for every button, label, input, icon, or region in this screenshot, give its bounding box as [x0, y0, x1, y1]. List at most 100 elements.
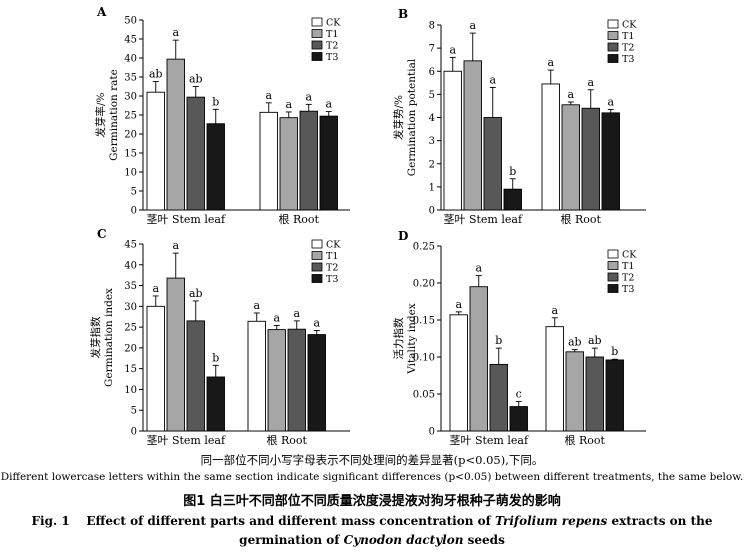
- y-axis-label-chinese: 发芽指数: [89, 316, 102, 358]
- panel-label: C: [97, 227, 107, 241]
- y-axis-label-chinese: 活力指数: [392, 317, 405, 359]
- y-tick-label: 15: [124, 364, 137, 375]
- significance-letter: a: [313, 316, 320, 329]
- bar: [581, 107, 600, 211]
- y-tick-label: 15: [124, 149, 137, 160]
- y-tick-label: 30: [124, 92, 137, 103]
- x-group-label: 根 Root: [279, 212, 320, 226]
- figure-title-part: extracts on the germination of: [239, 514, 713, 547]
- significance-letter: a: [489, 73, 496, 86]
- bar: [299, 110, 318, 211]
- y-tick-label: 50: [124, 16, 137, 27]
- y-tick-label: 10: [124, 168, 137, 179]
- legend-label: CK: [622, 250, 637, 261]
- bar: [469, 286, 488, 432]
- legend-label: T2: [326, 41, 338, 52]
- legend-swatch: [607, 272, 619, 282]
- bar: [259, 111, 278, 211]
- legend-swatch: [607, 284, 619, 293]
- significance-letter: a: [293, 307, 300, 320]
- figure-label: Fig. 1: [31, 514, 70, 528]
- bar: [287, 328, 306, 432]
- legend-label: T1: [622, 31, 634, 42]
- x-group-label: 茎叶 Stem leaf: [449, 434, 528, 447]
- significance-letter: c: [516, 387, 522, 400]
- significance-letter: a: [551, 304, 558, 317]
- bar: [463, 60, 482, 211]
- figure-title-part: Effect of different parts and different …: [86, 514, 491, 528]
- y-axis-label-chinese: 发芽率/%: [94, 92, 107, 137]
- bar: [307, 334, 326, 432]
- species-name-cynodon: Cynodon dactylon: [343, 533, 464, 547]
- bar: [509, 406, 528, 432]
- figure-title-english: Fig. 1 Effect of different parts and dif…: [0, 512, 744, 550]
- significance-letter: a: [265, 89, 272, 102]
- x-group-label: 茎叶 Stem leaf: [146, 213, 225, 226]
- legend-swatch: [607, 249, 619, 259]
- x-group-label: 茎叶 Stem leaf: [443, 213, 522, 226]
- y-tick-label: 45: [124, 35, 137, 46]
- y-tick-label: 40: [124, 260, 137, 271]
- bar: [503, 188, 522, 211]
- legend-label: CK: [622, 20, 637, 31]
- legend-swatch: [607, 31, 619, 40]
- legend-label: T1: [622, 261, 634, 272]
- legend-swatch: [311, 239, 323, 249]
- significance-letter: a: [253, 299, 260, 312]
- significance-letter: b: [495, 334, 502, 347]
- y-tick-label: 3: [429, 136, 435, 147]
- legend-swatch: [607, 19, 619, 29]
- bar: [443, 70, 462, 211]
- y-tick-label: 0: [429, 206, 435, 217]
- bar: [146, 305, 165, 432]
- y-axis-label-english: Germination potential: [406, 58, 418, 176]
- y-tick-label: 45: [124, 240, 137, 251]
- y-tick-label: 25: [124, 111, 137, 122]
- legend-swatch: [311, 262, 323, 272]
- y-tick-label: 5: [429, 90, 435, 101]
- figure-title-part: seeds: [467, 533, 505, 547]
- y-tick-label: 2: [429, 159, 435, 170]
- panel-label: A: [96, 5, 107, 19]
- bar: [186, 320, 205, 432]
- y-tick-label: 0.05: [413, 390, 435, 401]
- bar: [585, 356, 604, 432]
- legend-label: T3: [326, 52, 338, 63]
- legend-label: T3: [622, 54, 634, 65]
- x-group-label: 根 Root: [561, 212, 602, 226]
- bar: [146, 91, 165, 211]
- y-axis-label-english: Germination rate: [108, 69, 120, 161]
- figure-title-chinese: 图1 白三叶不同部位不同质量浓度浸提液对狗牙根种子萌发的影响: [183, 494, 561, 509]
- legend-label: T2: [326, 263, 338, 274]
- significance-letter: b: [212, 95, 219, 108]
- legend-label: T2: [622, 273, 634, 284]
- x-group-label: 根 Root: [267, 433, 308, 447]
- significance-letter: b: [611, 345, 618, 358]
- caption-note-chinese: 同一部位不同小写字母表示不同处理间的差异显著(p<0.05),下同。: [200, 453, 544, 467]
- y-tick-label: 0.15: [413, 316, 435, 327]
- significance-letter: ab: [588, 334, 602, 347]
- significance-letter: a: [172, 239, 179, 252]
- significance-letter: a: [305, 90, 312, 103]
- significance-letter: b: [509, 165, 516, 178]
- significance-letter: a: [607, 95, 614, 108]
- significance-letter: a: [273, 311, 280, 324]
- legend-swatch: [311, 29, 323, 38]
- y-tick-label: 20: [124, 130, 137, 141]
- legend-swatch: [607, 261, 619, 270]
- legend-label: CK: [326, 18, 341, 29]
- legend-swatch: [607, 42, 619, 52]
- bar: [605, 359, 624, 432]
- x-group-label: 根 Root: [565, 433, 606, 447]
- bar: [483, 117, 502, 211]
- significance-letter: a: [547, 56, 554, 69]
- y-axis-label-chinese: 发芽势/%: [392, 95, 405, 140]
- caption-note-english: Different lowercase letters within the s…: [0, 471, 744, 483]
- significance-letter: ab: [568, 336, 582, 349]
- y-tick-label: 10: [124, 385, 137, 396]
- y-tick-label: 0: [131, 427, 137, 438]
- y-tick-label: 0.20: [413, 279, 435, 290]
- bar: [247, 320, 266, 432]
- legend-swatch: [311, 251, 323, 260]
- bar: [541, 83, 560, 211]
